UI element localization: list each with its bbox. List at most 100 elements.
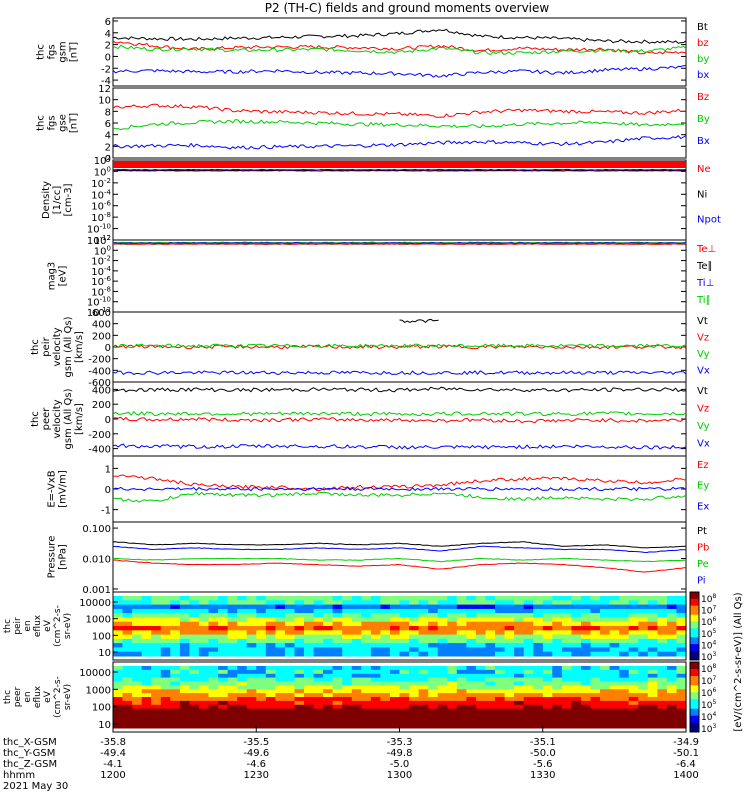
spectrogram-cell: [447, 643, 458, 648]
spectrogram-cell: [113, 613, 124, 618]
spectrogram-cell: [351, 693, 362, 698]
spectrogram-cell: [657, 700, 668, 706]
spectrogram-cell: [370, 621, 381, 627]
spectrogram-cell: [227, 613, 238, 618]
spectrogram-cell: [628, 651, 639, 657]
spectrogram-cell: [666, 720, 677, 725]
spectrogram-cell: [237, 621, 248, 627]
spectrogram-cell: [495, 647, 506, 653]
spectrogram-cell: [619, 643, 630, 648]
spectrogram-cell: [456, 712, 467, 717]
spectrogram-cell: [514, 720, 525, 725]
spectrogram-cell: [227, 596, 238, 601]
spectrogram-cell: [428, 697, 439, 702]
spectrogram-cell: [628, 630, 639, 636]
spectrogram-cell: [657, 634, 668, 640]
spectrogram-cell: [170, 693, 181, 698]
spectrogram-cell: [475, 604, 486, 610]
spectrogram-cell: [638, 716, 649, 721]
spectrogram-cell: [370, 716, 381, 721]
spectrogram-cell: [466, 689, 477, 694]
spectrogram-cell: [275, 608, 286, 614]
spectrogram-cell: [504, 685, 515, 690]
spectrogram-cell: [581, 716, 592, 721]
spectrogram-cell: [466, 700, 477, 706]
spectrogram-cell: [609, 697, 620, 702]
spectrogram-cell: [284, 651, 295, 657]
spectrogram-cell: [390, 638, 401, 644]
spectrogram-cell: [113, 673, 124, 679]
spectrogram-cell: [428, 693, 439, 698]
spectrogram-cell: [304, 626, 315, 631]
spectrogram-cell: [619, 613, 630, 618]
spectrogram-cell: [390, 681, 401, 686]
spectrogram-cell: [304, 613, 315, 618]
x-tick-label: 1300: [387, 770, 412, 781]
spectrogram-cell: [485, 697, 496, 702]
spectrogram-cell: [390, 626, 401, 631]
spectrogram-cell: [504, 596, 515, 601]
spectrogram-cell: [151, 643, 162, 648]
spectrogram-cell: [466, 621, 477, 627]
spectrogram-cell: [256, 643, 267, 648]
y-tick-label: 8: [105, 107, 111, 118]
spectrogram-cell: [227, 630, 238, 636]
spectrogram-cell: [485, 689, 496, 694]
spectrogram-cell: [437, 613, 448, 618]
spectrogram-cell: [466, 626, 477, 631]
y-axis-label-line: peer: [13, 686, 23, 707]
spectrogram-cell: [304, 697, 315, 702]
spectrogram-cell: [399, 673, 410, 679]
spectrogram-cell: [628, 666, 639, 671]
spectrogram-cell: [237, 677, 248, 682]
spectrogram-cell: [647, 673, 658, 679]
spectrogram-cell: [304, 689, 315, 694]
spectrogram-cell: [361, 596, 372, 601]
spectrogram-cell: [332, 666, 343, 671]
spectrogram-cell: [342, 673, 353, 679]
spectrogram-cell: [609, 677, 620, 682]
spectrogram-cell: [380, 600, 391, 606]
spectrogram-cell: [256, 681, 267, 686]
spectrogram-cell: [275, 634, 286, 640]
spectrogram-cell: [552, 724, 563, 729]
spectrogram-cell: [179, 689, 190, 694]
spectrogram-cell: [361, 604, 372, 610]
spectrogram-cell: [600, 685, 611, 690]
spectrogram-cell: [437, 643, 448, 648]
spectrogram-cell: [504, 608, 515, 614]
y-tick-label: 6: [105, 17, 111, 28]
spectrogram-cell: [552, 634, 563, 640]
spectrogram-cell: [561, 716, 572, 721]
spectrogram-cell: [609, 608, 620, 614]
series-line-Ey: [112, 491, 687, 503]
spectrogram-cell: [523, 673, 534, 679]
spectrogram-cell: [284, 700, 295, 706]
spectrogram-cell: [514, 621, 525, 627]
spectrogram-cell: [361, 712, 372, 717]
spectrogram-cell: [198, 677, 209, 682]
x-tick-label: 1330: [530, 770, 555, 781]
spectrogram-cell: [428, 604, 439, 610]
spectrogram-cell: [399, 685, 410, 690]
spectrogram-cell: [294, 666, 305, 671]
spectrogram-cell: [323, 704, 334, 710]
spectrogram-cell: [323, 697, 334, 702]
spectrogram-cell: [256, 708, 267, 713]
spectrogram-cell: [380, 712, 391, 717]
spectrogram-cell: [275, 716, 286, 721]
spectrogram-cell: [141, 613, 152, 618]
legend-Vt: Vt: [697, 386, 708, 397]
spectrogram-cell: [208, 704, 219, 710]
spectrogram-cell: [141, 673, 152, 679]
panel-frame: [112, 521, 687, 593]
spectrogram-cell: [189, 700, 200, 706]
spectrogram-cell: [227, 600, 238, 606]
spectrogram-cell: [581, 630, 592, 636]
spectrogram-cell: [208, 685, 219, 690]
spectrogram-cell: [113, 685, 124, 690]
spectrogram-cell: [647, 677, 658, 682]
spectrogram-cell: [304, 651, 315, 657]
spectrogram-cell: [676, 716, 687, 721]
